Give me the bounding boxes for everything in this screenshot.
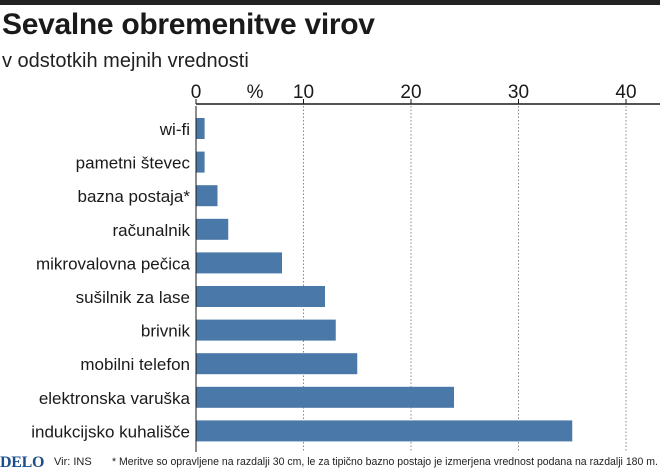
bar [196, 252, 282, 274]
footer: DELO Vir: INS * Meritve so opravljene na… [0, 453, 660, 473]
bar-chart: 0 10 20 30 40% wi-fi pametni števec bazna posta… [31, 82, 660, 452]
x-tick-label: 10 [293, 82, 314, 103]
bar [196, 386, 454, 408]
category-label: indukcijsko kuhališče [31, 422, 190, 441]
bar [196, 319, 336, 341]
top-rule [0, 0, 660, 5]
category-label: bazna postaja* [78, 187, 191, 206]
x-axis-unit: % [247, 82, 264, 103]
x-tick-label: 30 [508, 82, 529, 103]
bar [196, 118, 205, 139]
category-label: mikrovalovna pečica [36, 254, 191, 273]
category-label: pametni števec [76, 154, 191, 173]
bar [196, 286, 325, 307]
bar [196, 218, 229, 240]
footnote: * Meritve so opravljene na razdalji 30 c… [112, 456, 658, 468]
category-label: mobilni telefon [80, 355, 190, 374]
brand-logo: DELO [0, 454, 45, 471]
category-label: wi-fi [159, 120, 190, 139]
category-label: računalnik [113, 221, 191, 240]
x-tick-label: 40 [615, 82, 636, 103]
bar [196, 353, 358, 375]
bar [196, 151, 205, 173]
x-tick-label: 20 [400, 82, 421, 103]
chart-title: Sevalne obremenitve virov [2, 8, 375, 41]
x-tick-label: 0 [191, 82, 202, 103]
category-label: elektronska varuška [39, 389, 191, 408]
category-label: sušilnik za lase [76, 288, 190, 307]
category-label: brivnik [141, 322, 191, 341]
source-text: Vir: INS [54, 456, 92, 468]
bar [196, 185, 218, 207]
bar [196, 420, 573, 442]
chart-subtitle: v odstotkih mejnih vrednosti [2, 50, 249, 72]
